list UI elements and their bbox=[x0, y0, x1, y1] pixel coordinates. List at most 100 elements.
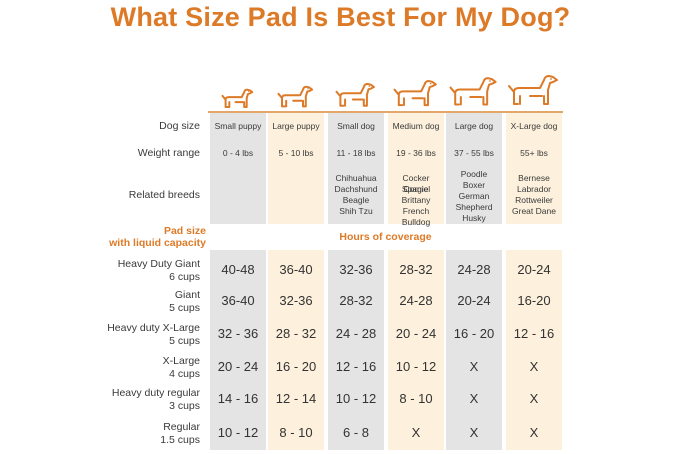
coverage-cell: X bbox=[411, 425, 421, 440]
column-bg bbox=[328, 112, 384, 450]
page-title: What Size Pad Is Best For My Dog? bbox=[110, 2, 571, 32]
pad-size-header: Pad size bbox=[163, 225, 206, 237]
coverage-cell: 32 - 36 bbox=[217, 326, 259, 341]
column-bg bbox=[210, 112, 266, 450]
pad-name-label: Heavy duty X-Large bbox=[107, 322, 200, 334]
large-puppy-icon bbox=[268, 68, 324, 112]
coverage-cell: X bbox=[469, 391, 479, 406]
weight-cell: 5 - 10 lbs bbox=[278, 148, 314, 158]
breed-cell: Bernese bbox=[518, 173, 550, 183]
coverage-cell: 12 - 16 bbox=[335, 359, 377, 374]
x-large-dog-icon-svg bbox=[508, 75, 558, 105]
coverage-cell: 28 - 32 bbox=[275, 326, 317, 341]
weight-cell: 55+ lbs bbox=[520, 148, 548, 158]
coverage-cell: X bbox=[469, 425, 479, 440]
breed-cell: Rottweiler bbox=[515, 195, 553, 205]
coverage-cell: 20-24 bbox=[517, 262, 551, 277]
breed-cell: German bbox=[458, 191, 490, 201]
column-bg bbox=[268, 112, 324, 450]
breed-cell: Corgie bbox=[403, 184, 429, 194]
small-dog-icon bbox=[328, 68, 384, 112]
breed-cell: Husky bbox=[462, 213, 486, 223]
row-label-related-breeds: Related breeds bbox=[128, 189, 200, 201]
coverage-cell: 24-28 bbox=[399, 293, 433, 308]
weight-cell: 37 - 55 lbs bbox=[454, 148, 494, 158]
coverage-cell: 20 - 24 bbox=[217, 359, 259, 374]
coverage-cell: 6 - 8 bbox=[342, 425, 369, 440]
small-puppy-icon bbox=[210, 68, 266, 112]
coverage-cell: 10 - 12 bbox=[335, 391, 377, 406]
column-bg bbox=[446, 112, 502, 450]
hours-band bbox=[208, 224, 563, 250]
pad-name-label: X-Large bbox=[162, 355, 200, 367]
dog-size-cell: Large puppy bbox=[272, 121, 320, 131]
breed-cell: Labrador bbox=[516, 184, 552, 194]
small-dog-icon-svg bbox=[335, 82, 375, 107]
breed-cell: Beagle bbox=[342, 195, 370, 205]
weight-cell: 11 - 18 lbs bbox=[336, 148, 376, 158]
pad-name-label: Giant bbox=[174, 289, 200, 301]
pad-capacity-label: 6 cups bbox=[169, 271, 200, 283]
breed-cell: Shepherd bbox=[455, 202, 493, 212]
dog-size-cell: Small dog bbox=[337, 121, 375, 131]
pad-name-label: Heavy Duty Giant bbox=[117, 258, 200, 270]
pad-capacity-label: 5 cups bbox=[169, 335, 200, 347]
small-puppy-icon-svg bbox=[221, 88, 254, 109]
breed-cell: Brittany bbox=[401, 195, 431, 205]
dog-size-cell: Medium dog bbox=[392, 121, 440, 131]
coverage-cell: 24-28 bbox=[457, 262, 491, 277]
coverage-cell: 28-32 bbox=[339, 293, 373, 308]
hours-of-coverage-header: Hours of coverage bbox=[339, 231, 432, 243]
dog-size-cell: X-Large dog bbox=[510, 121, 558, 131]
coverage-cell: 12 - 14 bbox=[275, 391, 317, 406]
pad-name-label: Heavy duty regular bbox=[111, 387, 200, 399]
breed-cell: Dachshund bbox=[334, 184, 378, 194]
coverage-cell: 8 - 10 bbox=[279, 425, 313, 440]
breed-cell: French Bulldog bbox=[401, 206, 431, 227]
coverage-cell: X bbox=[529, 359, 539, 374]
breed-cell: Cocker Spaniel bbox=[401, 173, 431, 194]
row-label-dog-size: Dog size bbox=[159, 120, 200, 132]
coverage-cell: 20-24 bbox=[457, 293, 491, 308]
large-puppy-icon-svg bbox=[277, 85, 314, 108]
row-label-weight-range: Weight range bbox=[137, 147, 200, 159]
coverage-cell: 36-40 bbox=[221, 293, 255, 308]
pad-name-label: Regular bbox=[163, 421, 200, 433]
coverage-cell: X bbox=[529, 391, 539, 406]
breed-cell: Poodle bbox=[460, 169, 488, 179]
coverage-cell: X bbox=[469, 359, 479, 374]
coverage-cell: 16 - 20 bbox=[453, 326, 495, 341]
coverage-cell: 10 - 12 bbox=[395, 359, 437, 374]
dog-size-cell: Small puppy bbox=[214, 121, 262, 131]
coverage-cell: 14 - 16 bbox=[217, 391, 259, 406]
pad-capacity-label: 3 cups bbox=[169, 400, 200, 412]
coverage-cell: 12 - 16 bbox=[513, 326, 555, 341]
x-large-dog-icon bbox=[506, 68, 562, 112]
coverage-cell: 10 - 12 bbox=[217, 425, 259, 440]
dog-size-cell: Large dog bbox=[454, 121, 494, 131]
breed-cell: Shih Tzu bbox=[339, 206, 373, 216]
pad-capacity-header: with liquid capacity bbox=[109, 237, 206, 249]
coverage-cell: 24 - 28 bbox=[335, 326, 377, 341]
medium-dog-icon bbox=[388, 68, 444, 112]
pad-capacity-label: 4 cups bbox=[169, 368, 200, 380]
large-dog-icon bbox=[446, 68, 502, 112]
breed-cell: Chihuahua bbox=[335, 173, 377, 183]
column-bg bbox=[506, 112, 562, 450]
coverage-cell: 8 - 10 bbox=[399, 391, 433, 406]
coverage-cell: X bbox=[529, 425, 539, 440]
coverage-cell: 20 - 24 bbox=[395, 326, 437, 341]
medium-dog-icon-svg bbox=[393, 80, 437, 107]
coverage-cell: 32-36 bbox=[339, 262, 373, 277]
column-bg bbox=[388, 112, 444, 450]
header-divider bbox=[208, 111, 563, 113]
large-dog-icon-svg bbox=[449, 77, 497, 106]
coverage-cell: 40-48 bbox=[221, 262, 255, 277]
coverage-cell: 32-36 bbox=[279, 293, 313, 308]
breed-cell: Boxer bbox=[462, 180, 486, 190]
weight-cell: 0 - 4 lbs bbox=[222, 148, 254, 158]
coverage-cell: 16-20 bbox=[517, 293, 551, 308]
coverage-cell: 16 - 20 bbox=[275, 359, 317, 374]
pad-capacity-label: 5 cups bbox=[169, 302, 200, 314]
coverage-cell: 36-40 bbox=[279, 262, 313, 277]
